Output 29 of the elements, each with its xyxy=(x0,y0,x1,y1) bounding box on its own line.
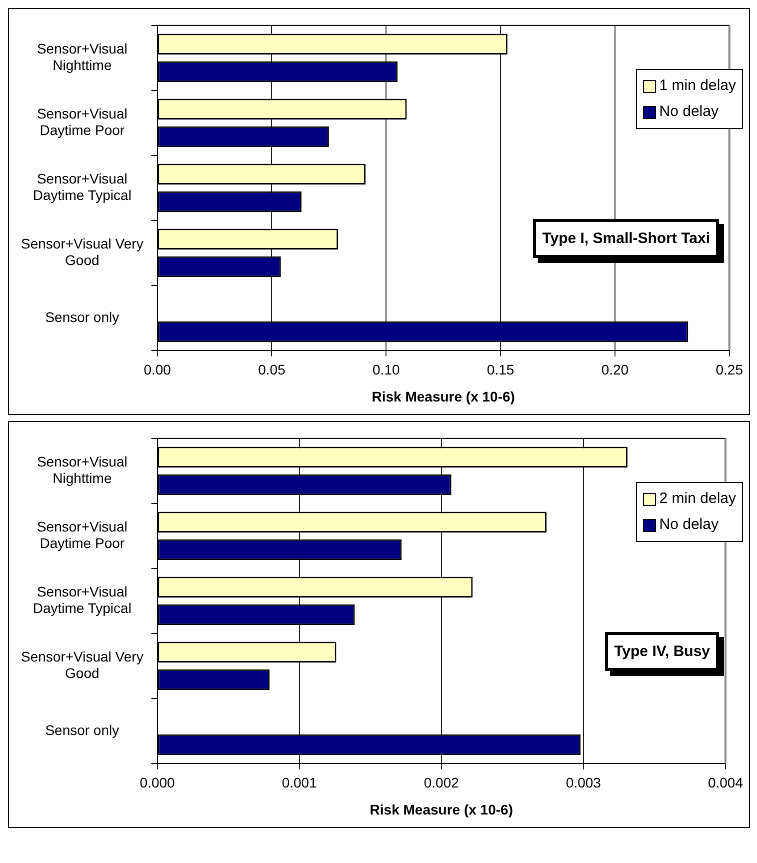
x-tick-label: 0.000 xyxy=(140,774,176,791)
y-tick-label: Sensor only xyxy=(45,722,120,738)
x-axis-title: Risk Measure (x 10-6) xyxy=(372,388,515,404)
x-tick-label: 0.002 xyxy=(424,774,460,791)
y-tick-label: Sensor+Visual Daytime Poor xyxy=(36,105,128,138)
legend-label: No delay xyxy=(659,515,718,535)
y-tick-label: Sensor+Visual Daytime Typical xyxy=(32,583,132,616)
y-tick-label: Sensor+Visual Nighttime xyxy=(36,40,128,74)
y-tick-label: Sensor+Visual Daytime Poor xyxy=(36,518,128,552)
legend-label: 1 min delay xyxy=(659,76,736,96)
annotation: Type IV, Busy xyxy=(605,632,719,671)
annotation: Type I, Small-Short Taxi xyxy=(533,219,719,258)
x-tick-label: 0.004 xyxy=(708,774,744,791)
y-tick-label: Sensor+Visual Nighttime xyxy=(36,453,128,486)
y-tick-label: Sensor+Visual Very Good xyxy=(20,235,144,268)
y-tick-label: Sensor only xyxy=(45,308,120,325)
x-tick-label: 0.15 xyxy=(486,362,514,378)
legend-label: 2 min delay xyxy=(659,489,736,509)
x-tick-label: 0.003 xyxy=(566,774,602,791)
x-tick-label: 0.00 xyxy=(144,362,172,378)
y-tick-label: Sensor+Visual Daytime Typical xyxy=(32,170,132,204)
x-tick-label: 0.001 xyxy=(282,774,318,791)
legend-label: No delay xyxy=(659,102,718,122)
x-tick-label: 0.05 xyxy=(258,362,286,378)
x-axis-title: Risk Measure (x 10-6) xyxy=(370,801,513,818)
x-tick-label: 0.20 xyxy=(601,362,629,378)
y-tick-label: Sensor+Visual Very Good xyxy=(20,648,144,682)
x-tick-label: 0.10 xyxy=(372,362,400,378)
x-tick-label: 0.25 xyxy=(716,362,744,378)
